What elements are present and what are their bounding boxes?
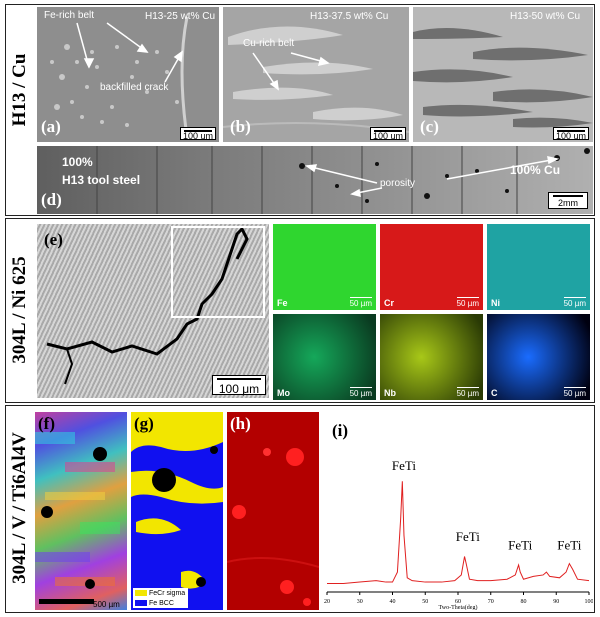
panel-b-texture [223, 26, 409, 133]
panel-e-crack [46, 226, 265, 385]
x-tick-label: 50 [422, 599, 428, 605]
panel-b-micrograph [223, 7, 409, 142]
peak-annotation-feti: FeTi [557, 537, 581, 552]
panel-h-label: (h) [230, 414, 251, 433]
panel-b-scalebar: 100 um [370, 127, 406, 141]
panel-h-map [227, 412, 319, 610]
panel-g-legend: FeCr sigma Fe BCC [133, 588, 188, 608]
eds-element-label: Ni [491, 298, 500, 308]
eds-element-label: C [491, 388, 498, 398]
peak-annotation-feti: FeTi [508, 537, 532, 552]
eds-map-c: C 50 µm [487, 314, 590, 400]
panel-d-left-bottom: H13 tool steel [62, 173, 141, 187]
peak-annotation-feti: FeTi [392, 458, 416, 473]
chart-background [323, 410, 593, 610]
panel-a-title: H13-25 wt% Cu [145, 11, 216, 22]
panel-g-texture [131, 412, 223, 589]
row-304l-ni625 [5, 218, 595, 403]
x-tick-label: 40 [390, 599, 396, 605]
panel-d-label: (d) [41, 190, 62, 209]
panel-d-scale-text: 2mm [558, 198, 578, 208]
eds-scale-text: 50 µm [349, 387, 372, 398]
panel-b-title: H13-37.5 wt% Cu [310, 11, 389, 22]
eds-element-label: Nb [384, 388, 396, 398]
eds-map-nb: Nb 50 µm [380, 314, 483, 400]
panel-b-label: (b) [230, 117, 251, 136]
panel-b-arrows [252, 52, 330, 91]
legend-entry-fe-bcc: Fe BCC [133, 598, 188, 608]
panel-h-texture [227, 448, 319, 606]
panel-f-ebsd-map [35, 412, 127, 610]
row-h13-cu [5, 4, 595, 216]
eds-scale-text: 50 µm [563, 387, 586, 398]
panel-a-micrograph [37, 7, 219, 142]
panel-b-scale-text: 100 um [372, 131, 404, 141]
panel-d-scalebar: 2mm [548, 192, 588, 209]
panel-a-annotation-crack: backfilled crack [100, 82, 169, 93]
x-tick-label: 30 [357, 599, 363, 605]
panel-c-scale-text: 100 um [555, 131, 587, 141]
panel-d-arrows [304, 156, 560, 198]
panel-a-annotation-fe-rich-belt: Fe-rich belt [44, 10, 95, 21]
panel-a-label: (a) [41, 117, 61, 136]
eds-element-label: Fe [277, 298, 288, 308]
panel-g-label: (g) [134, 414, 154, 433]
eds-element-label: Mo [277, 388, 290, 398]
x-tick-label: 90 [553, 599, 559, 605]
panel-c-micrograph [413, 7, 593, 142]
panel-f-label: (f) [38, 414, 55, 433]
row-label-304l-ni625: 304L / Ni 625 [9, 256, 30, 364]
legend-label-fe-bcc: Fe BCC [149, 599, 174, 607]
x-tick-label: 100 [585, 599, 594, 605]
eds-map-fe: Fe 50 µm [273, 224, 376, 310]
x-tick-label: 20 [324, 599, 330, 605]
x-tick-label: 80 [521, 599, 527, 605]
panel-i-xrd-chart: (i) 20 30 40 50 60 70 80 90 100 Two-Theta(deg) FeT… [323, 410, 593, 610]
eds-scale-text: 50 µm [456, 297, 479, 308]
panel-e-scale-text: 100 μm [218, 382, 260, 396]
eds-map-cr: Cr 50 µm [380, 224, 483, 310]
panel-e-label: (e) [44, 230, 63, 249]
eds-map-ni: Ni 50 µm [487, 224, 590, 310]
panel-c-scalebar: 100 um [553, 127, 589, 141]
legend-swatch-fecr-sigma [135, 590, 147, 596]
panel-a-scale-text: 100 um [182, 131, 214, 141]
legend-label-fecr-sigma: FeCr sigma [149, 589, 186, 597]
plot-area: 20 30 40 50 60 70 80 90 100 Two-Theta(deg) FeTi FeT… [324, 458, 593, 610]
panel-f-texture [35, 432, 120, 604]
x-axis-label: Two-Theta(deg) [439, 604, 478, 610]
panel-a-arrows [76, 22, 183, 83]
eds-map-mo: Mo 50 µm [273, 314, 376, 400]
eds-element-label: Cr [384, 298, 395, 308]
x-tick-label: 70 [488, 599, 494, 605]
peak-annotation-feti: FeTi [456, 529, 480, 544]
panel-c-title: H13-50 wt% Cu [510, 11, 581, 22]
panel-e-scalebar: 100 μm [212, 375, 266, 396]
x-tick-label: 60 [455, 599, 461, 605]
panel-b-annotation-cu-rich-belt: Cu-rich belt [243, 38, 295, 49]
eds-scale-text: 50 µm [456, 387, 479, 398]
legend-swatch-fe-bcc [135, 600, 147, 606]
panel-d-left-top: 100% [62, 155, 93, 169]
panel-e-micrograph [37, 224, 269, 398]
panel-a-scalebar: 100 um [180, 127, 216, 141]
row-label-h13-cu: H13 / Cu [9, 53, 30, 127]
panel-a-texture [50, 16, 189, 138]
eds-scale-text: 50 µm [349, 297, 372, 308]
panel-i-label: (i) [332, 421, 348, 440]
eds-scale-text: 50 µm [563, 297, 586, 308]
panel-d-micrograph [37, 146, 593, 214]
row-304l-v-ti6al4v [5, 405, 595, 613]
legend-entry-fecr-sigma: FeCr sigma [133, 588, 188, 598]
row-label-304l-v-ti6al4v: 304L / V / Ti6Al4V [9, 432, 30, 584]
panel-c-texture [413, 28, 593, 128]
panel-d-texture [96, 146, 590, 214]
panel-c-label: (c) [420, 117, 439, 136]
panel-f-scale-text: 500 µm [93, 600, 120, 609]
xrd-series-line [327, 481, 590, 584]
panel-d-right: 100% Cu [510, 163, 561, 177]
panel-g-phase-map [131, 412, 223, 610]
panel-d-porosity: porosity [380, 178, 416, 189]
